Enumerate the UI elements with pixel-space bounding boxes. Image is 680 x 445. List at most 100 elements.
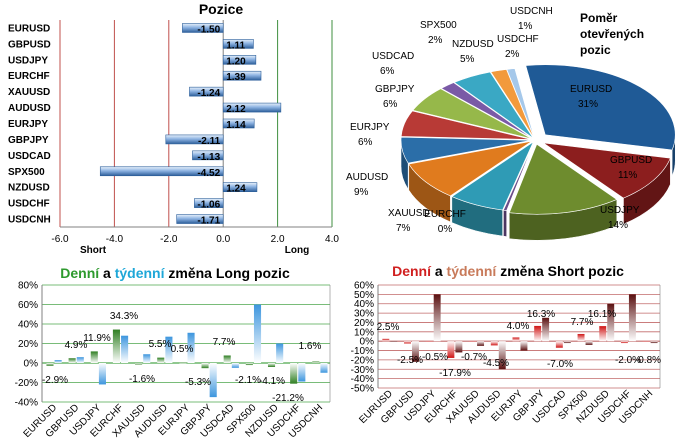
position-bar [222,70,262,81]
y-tick-label: 60% [18,300,38,311]
weekly-bar [54,360,62,363]
pie-pct-nzdusd: 5% [460,54,475,65]
pie-top-usdchf [490,69,535,139]
y-tick-label: -30% [351,365,374,376]
pie-label-gbpjpy: GBPJPY [375,84,415,95]
y-tick-label: 20% [354,318,374,329]
pie-label-nzdusd: NZDUSD [452,39,494,50]
weekly-bar [121,335,129,363]
weekly-bar [607,303,615,342]
pie-pct-gbpjpy: 6% [383,99,398,110]
daily-value-label: 16.1% [588,309,616,320]
y-tick-label: 0% [360,337,375,348]
y-tick-label: 40% [354,299,374,310]
daily-bar [135,363,143,365]
pie-title-line-1: Poměr [580,11,618,25]
position-value-label: 2.12 [226,104,246,115]
category-label: GBPUSD [8,39,51,50]
weekly-bar [298,363,306,382]
y-tick-label: 20% [18,339,38,350]
daily-value-label: -0.7% [461,352,487,363]
position-value-label: -1.50 [197,24,220,35]
daily-bar [179,362,187,364]
position-value-label: -2.11 [198,136,221,147]
daily-value-label: -4.5% [483,358,509,369]
y-tick-label: 80% [18,281,38,292]
daily-value-label: -2.9% [42,375,68,386]
daily-value-label: 2.5% [377,322,400,333]
daily-bar [112,329,120,363]
category-label: XAUUSD [8,87,50,98]
pie-wedge [525,64,676,151]
weekly-bar [520,341,528,351]
weekly-bar [563,341,571,344]
short-change-title: Denní a týdenní změna Short pozic [392,263,624,279]
daily-bar [68,358,76,363]
weekly-bar [276,343,284,363]
weekly-bar [585,341,593,345]
long-change-title: Denní a týdenní změna Long pozic [60,265,290,281]
pie-title-line-2: otevřených [580,27,644,41]
long-change-chart: Denní a týdenní změna Long pozic -40% -20… [15,265,331,440]
category-label: SPX500 [8,167,45,178]
short-label: Short [80,245,107,256]
weekly-bar [455,341,463,353]
pie-pct-eurusd: 31% [578,99,598,110]
category-label: USDJPY [8,55,48,66]
pie-wedge [400,136,532,164]
pie-top-gbpusd [543,142,671,199]
pie-top-usdcnh [506,68,535,138]
position-value-label: -4.52 [197,168,220,179]
position-value-label: -1.13 [197,152,220,163]
pie-label-xauusd: XAUUSD [388,208,430,219]
position-value-label: 1.24 [226,184,246,195]
pie-top-audusd [408,140,532,197]
position-bar [165,134,224,145]
daily-bar [290,363,298,384]
y-tick-label: -50% [351,384,374,395]
y-tick-label: -20% [15,378,38,389]
weekly-bar [187,332,195,363]
long-label: Long [285,245,309,256]
position-bar [189,86,224,97]
daily-bar [425,341,433,342]
category-label: NZDUSD [8,183,50,194]
position-value-label: -1.24 [197,88,220,99]
pie-label-usdjpy: USDJPY [600,205,640,216]
x-tick-label: 0.0 [216,234,230,245]
position-bar [222,182,258,192]
weekly-bar [209,363,217,398]
weekly-bar [143,354,151,363]
pie-top-eurjpy [400,136,532,164]
x-tick-label: -2.0 [160,234,178,245]
daily-bar [90,351,98,363]
position-bar [182,23,224,33]
daily-bar [223,355,231,363]
x-tick-label: -4.0 [106,234,124,245]
daily-value-label: -2.0% [615,355,641,366]
pie-label-usdcad: USDCAD [372,51,414,62]
daily-value-label: -4.1% [259,376,285,387]
daily-bar [577,333,585,342]
pie-wedge [543,142,671,199]
pie-wedge [506,68,535,138]
pie-top-xauusd [451,141,534,211]
y-tick-label: -40% [15,398,38,409]
position-bar [222,39,254,49]
pie-pct-spx500: 2% [428,35,443,46]
daily-value-label: 0.5% [171,344,194,355]
long-title-weekly: týdenní [115,265,166,281]
pie-wedge [412,88,532,140]
daily-value-label: -2.5% [397,355,423,366]
daily-value-label: -0.8% [635,355,661,366]
y-tick-label: 0% [24,359,39,370]
pie-label-audusd: AUDUSD [346,172,388,183]
pie-wedge [490,69,535,139]
y-tick-label: 50% [354,290,374,301]
pie-label-eurjpy: EURJPY [350,122,390,133]
daily-value-label: -7.0% [547,359,573,370]
pie-top-eurusd [525,64,676,151]
position-bar [192,150,224,161]
daily-value-label: 5.5% [149,339,172,350]
